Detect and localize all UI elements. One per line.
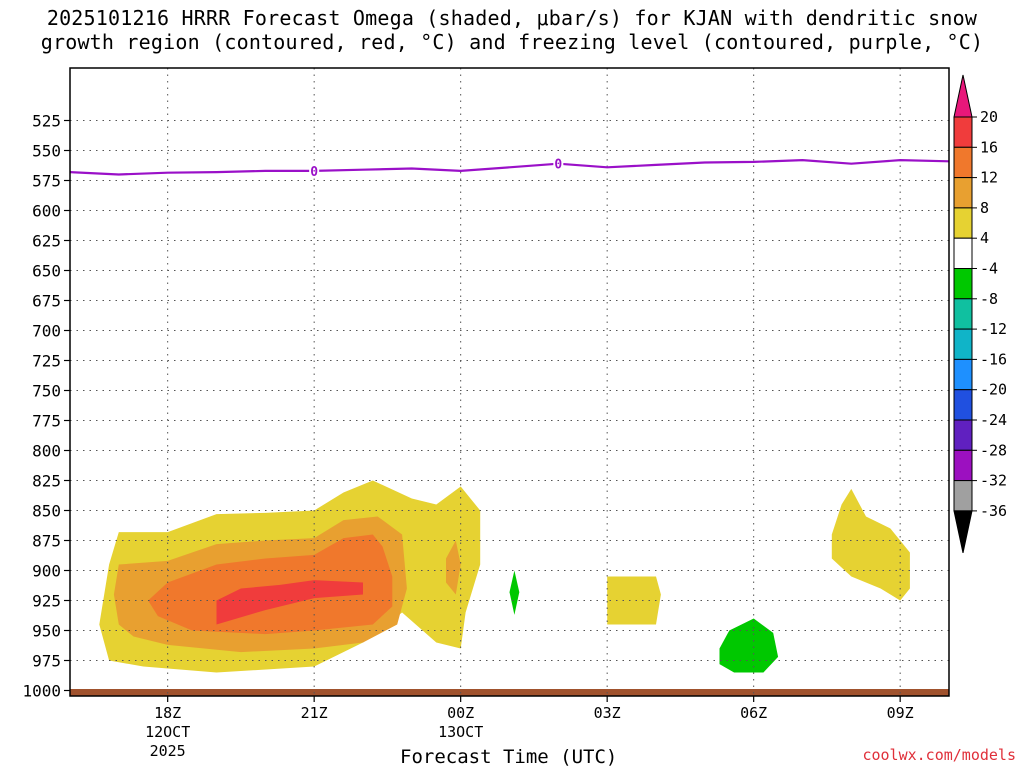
colorbar-label-9: -20: [980, 381, 1007, 399]
y-tick-label-600: 600: [32, 202, 61, 221]
colorbar-segment-11: [953, 419, 973, 451]
omega-region-6: [216, 580, 363, 625]
y-tick-label-775: 775: [32, 412, 61, 431]
freezing-level-line: [69, 158, 950, 176]
colorbar-label-10: -24: [980, 411, 1007, 429]
site-credit: coolwx.com/models: [862, 746, 1016, 764]
x-tick-label-00Z: 00Z: [447, 704, 474, 722]
colorbar-segment-13: [953, 480, 973, 512]
omega-region-5: [148, 534, 393, 635]
colorbar-segment-2: [953, 146, 973, 179]
omega-region-4: [446, 540, 461, 595]
omega-region-7: [509, 570, 520, 615]
colorbar-label-6: -8: [980, 290, 998, 308]
colorbar-label-11: -28: [980, 441, 1007, 459]
colorbar-label-2: 12: [980, 169, 998, 187]
colorbar-label-5: -4: [980, 260, 998, 278]
colorbar-segment-10: [953, 389, 973, 421]
colorbar-segment-12: [953, 449, 973, 482]
colorbar-segment-9: [953, 358, 973, 391]
colorbar-segment-8: [953, 328, 973, 360]
y-axis: 525 550 575 600 625 650 675 700 725 750 775 800 825 8…: [22, 112, 70, 701]
y-tick-label-925: 925: [32, 592, 61, 611]
freezing-label-bg-1: [553, 156, 564, 171]
chart-title-line-2: growth region (contoured, red, °C) and f…: [40, 30, 984, 54]
surface-band-layer: [70, 689, 949, 696]
colorbar-segment-4: [953, 207, 973, 239]
y-tick-label-1000: 1000: [22, 682, 61, 701]
y-tick-label-650: 650: [32, 262, 61, 281]
omega-fill-layer: [99, 480, 910, 673]
y-tick-label-525: 525: [32, 112, 61, 131]
omega-region-1: [607, 576, 661, 625]
x-axis-label: Forecast Time (UTC): [400, 746, 618, 768]
colorbar-segment-3: [953, 177, 973, 209]
x-tick-year-18Z: 2025: [150, 742, 186, 760]
colorbar-segment-6: [953, 268, 973, 300]
colorbar-bottom-arrow: [953, 510, 973, 554]
colorbar-segment-1: [953, 116, 973, 148]
y-tick-label-975: 975: [32, 652, 61, 671]
x-tick-label-03Z: 03Z: [594, 704, 621, 722]
y-tick-label-800: 800: [32, 442, 61, 461]
freezing-contour-label-0: 0: [310, 165, 318, 180]
y-tick-label-825: 825: [32, 472, 61, 491]
x-tick-label-18Z: 18Z: [154, 704, 181, 722]
colorbar-label-12: -32: [980, 472, 1007, 490]
plot-frame: [69, 67, 950, 697]
colorbar-label-1: 16: [980, 138, 998, 156]
x-tick-label-21Z: 21Z: [301, 704, 328, 722]
colorbar-label-0: 20: [980, 108, 998, 126]
omega-region-2: [831, 488, 910, 601]
colorbar-segment-7: [953, 298, 973, 330]
chart-title: 2025101216 HRRR Forecast Omega (shaded, …: [0, 6, 1024, 54]
freezing-label-bg-0: [309, 163, 320, 178]
y-tick-label-575: 575: [32, 172, 61, 191]
omega-region-8: [719, 618, 779, 673]
y-tick-label-625: 625: [32, 232, 61, 251]
colorbar-label-13: -36: [980, 502, 1007, 520]
colorbar-label-8: -16: [980, 350, 1007, 368]
y-tick-label-675: 675: [32, 292, 61, 311]
y-tick-label-750: 750: [32, 382, 61, 401]
surface-band: [70, 689, 949, 696]
colorbar-segment-5: [953, 237, 973, 269]
x-tick-label-06Z: 06Z: [740, 704, 767, 722]
x-tick-date-00Z: 13OCT: [438, 723, 483, 741]
colorbar-label-3: 8: [980, 199, 989, 217]
y-tick-label-875: 875: [32, 532, 61, 551]
chart-title-line-1: 2025101216 HRRR Forecast Omega (shaded, …: [46, 6, 978, 30]
colorbar-top-arrow: [953, 74, 973, 118]
colorbar-label-7: -12: [980, 320, 1007, 338]
y-tick-label-950: 950: [32, 622, 61, 641]
colorbar-label-4: 4: [980, 229, 989, 247]
x-tick-date-18Z: 12OCT: [145, 723, 190, 741]
colorbar: 20 16 12 8 4 -4 -8 -12 -16 -20 -24 -28 -32 -36: [953, 74, 1007, 554]
y-tick-label-725: 725: [32, 352, 61, 371]
freezing-contour-label-1: 0: [554, 158, 562, 173]
y-tick-label-850: 850: [32, 502, 61, 521]
y-tick-label-700: 700: [32, 322, 61, 341]
y-tick-label-550: 550: [32, 142, 61, 161]
x-tick-label-09Z: 09Z: [887, 704, 914, 722]
y-tick-label-900: 900: [32, 562, 61, 581]
